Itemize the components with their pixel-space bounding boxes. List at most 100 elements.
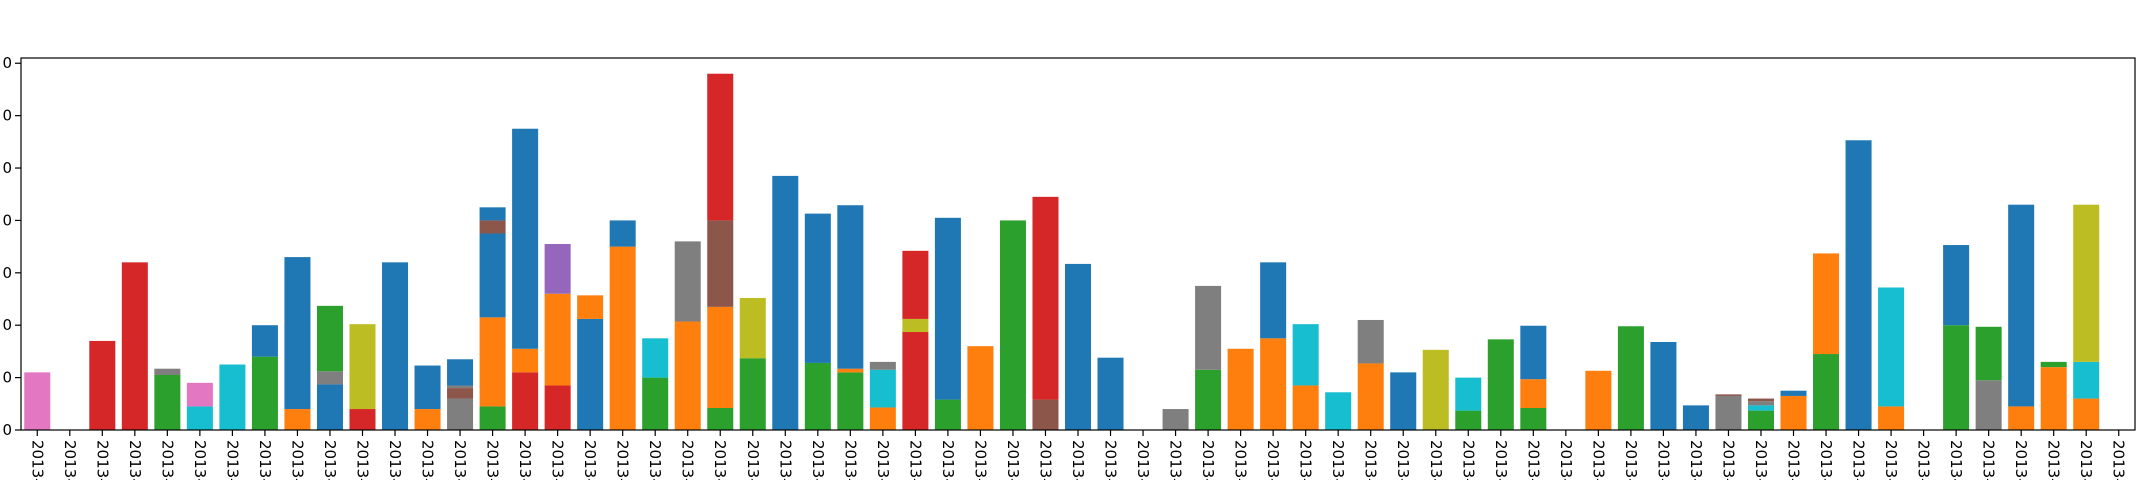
bar-segment-35-0	[1162, 409, 1189, 430]
bar-segment-27-2	[902, 250, 929, 319]
bar-segment-25-1	[837, 368, 864, 373]
x-tick-label-55: 2013-	[1817, 440, 1835, 480]
bar-segment-2-0	[89, 340, 116, 430]
x-tick-label-7: 2013-	[256, 440, 274, 480]
y-axis: 0 0 0 0 0 0 0 0	[2, 54, 21, 439]
x-tick-label-34: 2013-	[1134, 440, 1152, 480]
x-tick-label-29: 2013-	[971, 440, 989, 480]
x-tick-label-35: 2013-	[1167, 440, 1185, 480]
x-tick-label-22: 2013-	[744, 440, 762, 480]
bar-segment-15-2	[512, 128, 539, 349]
bar-segment-38-1	[1260, 262, 1287, 339]
x-tick-label-48: 2013-	[1589, 440, 1607, 480]
x-tick-label-2: 2013-	[93, 440, 111, 480]
x-tick-label-8: 2013-	[288, 440, 306, 480]
bar-segment-44-1	[1455, 377, 1482, 411]
bar-segment-14-3	[479, 220, 506, 234]
bar-segment-55-1	[1813, 253, 1840, 355]
bar-segment-63-0	[2073, 398, 2100, 430]
bar-segment-29-0	[967, 346, 994, 430]
x-tick-label-52: 2013-	[1719, 440, 1737, 480]
x-tick-label-50: 2013-	[1654, 440, 1672, 480]
bar-segment-17-0	[577, 318, 604, 430]
bar-segment-5-0	[186, 406, 213, 430]
bar-segment-10-1	[349, 324, 376, 410]
bar-segment-21-2	[707, 220, 734, 307]
x-tick-label-28: 2013-	[939, 440, 957, 480]
bar-segment-4-1	[154, 368, 181, 375]
bar-segment-15-0	[512, 372, 539, 430]
y-tick-label-3: 0	[2, 264, 12, 282]
bar-segment-6-0	[219, 364, 246, 430]
x-tick-label-31: 2013-	[1036, 440, 1054, 480]
x-tick-label-47: 2013-	[1557, 440, 1575, 480]
x-tick-label-59: 2013-	[1947, 440, 1965, 480]
y-tick-label-2: 0	[2, 316, 12, 334]
x-tick-label-6: 2013-	[223, 440, 241, 480]
x-tick-label-46: 2013-	[1524, 440, 1542, 480]
x-tick-label-40: 2013-	[1329, 440, 1347, 480]
x-tick-label-42: 2013-	[1394, 440, 1412, 480]
bar-segment-16-1	[544, 293, 571, 386]
bar-segment-31-0	[1032, 399, 1059, 430]
bar-segment-28-0	[934, 399, 961, 430]
bar-segment-46-2	[1520, 325, 1547, 380]
bar-segment-31-1	[1032, 196, 1059, 400]
x-axis: 2013- 2013- 2013- 2013- 2013- 2013- 2013- 2013-…	[28, 430, 2128, 480]
x-tick-label-51: 2013-	[1687, 440, 1705, 480]
x-tick-label-38: 2013-	[1264, 440, 1282, 480]
bar-segment-52-0	[1715, 395, 1742, 430]
bar-segment-8-0	[284, 409, 311, 430]
bar-segment-17-1	[577, 295, 604, 319]
y-tick-label-5: 0	[2, 159, 12, 177]
bar-segment-53-3	[1747, 398, 1774, 402]
bar-segment-27-0	[902, 332, 929, 430]
x-tick-label-17: 2013-	[581, 440, 599, 480]
x-tick-label-20: 2013-	[679, 440, 697, 480]
bar-segment-51-0	[1682, 405, 1709, 430]
bar-segment-13-1	[447, 388, 474, 399]
x-tick-label-21: 2013-	[711, 440, 729, 480]
bar-segment-40-0	[1325, 392, 1352, 430]
x-tick-label-36: 2013-	[1199, 440, 1217, 480]
bar-segment-9-2	[316, 305, 343, 372]
x-tick-label-49: 2013-	[1622, 440, 1640, 480]
bar-segment-53-0	[1747, 410, 1774, 430]
bar-segment-46-1	[1520, 379, 1547, 408]
bar-segment-21-1	[707, 306, 734, 408]
bar-segment-9-0	[316, 384, 343, 430]
bar-segment-55-0	[1813, 354, 1840, 430]
x-tick-label-1: 2013-	[61, 440, 79, 480]
bar-segment-25-2	[837, 205, 864, 369]
x-tick-label-45: 2013-	[1492, 440, 1510, 480]
bar-segment-14-1	[479, 317, 506, 407]
bar-segment-12-1	[414, 365, 441, 410]
bar-segment-24-1	[804, 213, 831, 363]
bar-segment-9-1	[316, 371, 343, 385]
x-tick-label-10: 2013-	[353, 440, 371, 480]
x-tick-label-41: 2013-	[1362, 440, 1380, 480]
y-tick-label-4: 0	[2, 211, 12, 229]
x-tick-label-62: 2013-	[2045, 440, 2063, 480]
y-tick-label-7: 0	[2, 54, 12, 72]
bar-segment-54-0	[1780, 395, 1807, 430]
bar-segment-12-0	[414, 409, 441, 430]
bar-segment-59-0	[1943, 325, 1970, 430]
bar-segment-32-0	[1064, 263, 1092, 430]
bar-segment-52-1	[1715, 394, 1742, 396]
bar-segment-7-1	[251, 325, 278, 357]
bar-segment-62-1	[2040, 361, 2067, 368]
bar-segment-44-0	[1455, 410, 1482, 430]
bar-segment-18-1	[609, 220, 636, 247]
x-tick-label-26: 2013-	[874, 440, 892, 480]
bar-segment-21-0	[707, 407, 734, 430]
bar-segment-7-0	[251, 356, 278, 430]
bar-segment-53-1	[1747, 405, 1774, 411]
bar-segment-56-0	[1845, 140, 1872, 430]
bar-segment-61-1	[2008, 204, 2035, 407]
bar-segment-43-0	[1422, 349, 1449, 430]
bar-segment-19-0	[642, 377, 669, 430]
bar-segment-49-0	[1617, 326, 1644, 430]
x-tick-label-37: 2013-	[1232, 440, 1250, 480]
x-tick-label-13: 2013-	[451, 440, 469, 480]
